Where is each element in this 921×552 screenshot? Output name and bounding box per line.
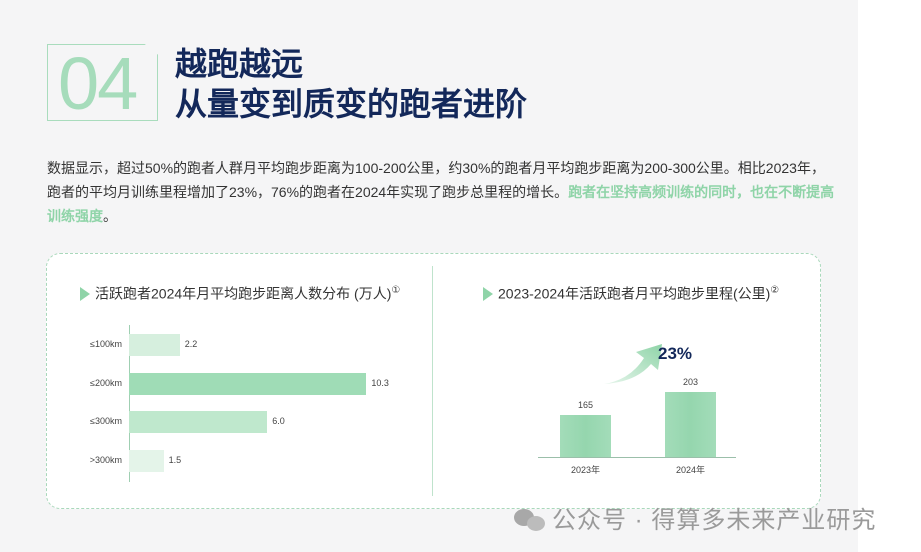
section-number: 04	[58, 42, 138, 125]
chart1-value-label: 6.0	[272, 416, 285, 427]
growth-label: 23%	[658, 344, 693, 363]
watermark-text: 公众号 · 得算多未来产业研究	[552, 507, 877, 534]
section-number-box: 04	[47, 44, 158, 121]
triangle-icon	[80, 286, 90, 301]
body-paragraph: 数据显示，超过50%的跑者人群月平均跑步距离为100-200公里，约30%的跑者…	[47, 156, 837, 228]
chart2-value-label: 165	[577, 400, 594, 410]
growth-arrow-icon	[604, 344, 662, 384]
body-highlight: 跑者在坚持高频训练的同时，也在不断提高训练强度	[47, 184, 835, 224]
chart2-note: ②	[770, 285, 780, 296]
chart2-bar	[560, 415, 611, 457]
chart2-title-text: 2023-2024年活跃跑者月平均跑步里程(公里)	[498, 285, 771, 302]
body-end: 。	[103, 208, 117, 224]
chart2-value-label: 203	[682, 377, 699, 388]
chart1-title-text: 活跃跑者2024年月平均跑步距离人数分布 (万人)	[95, 285, 392, 302]
chart1-axis	[129, 325, 130, 482]
chart2-bar	[665, 392, 716, 457]
chart1-title: 活跃跑者2024年月平均跑步距离人数分布 (万人)①	[80, 282, 400, 303]
chart1-category-label: ≤100km	[90, 339, 122, 349]
chart1-bar	[129, 411, 268, 434]
chart2-title: 2023-2024年活跃跑者月平均跑步里程(公里)②	[483, 282, 779, 303]
chart2-category-label: 2023年	[570, 465, 601, 475]
card-divider	[432, 266, 433, 496]
watermark: 公众号 · 得算多未来产业研究	[514, 500, 876, 535]
section-title-line2: 从量变到质变的跑者进阶	[175, 86, 528, 122]
chart1-bar	[129, 372, 367, 395]
chart1-bar	[129, 450, 164, 473]
chart1-category-label: ≤300km	[90, 416, 122, 427]
chart1-bar	[129, 334, 180, 356]
chart2-baseline	[538, 457, 736, 458]
chart1-value-label: 1.5	[168, 455, 182, 466]
wechat-icon	[514, 507, 546, 531]
body-text: 数据显示，超过50%的跑者人群月平均跑步距离为100-200公里，约30%的跑者…	[47, 160, 825, 200]
chart2-category-label: 2024年	[675, 465, 706, 475]
chart1-value-label: 10.3	[371, 377, 389, 388]
chart1-value-label: 2.2	[184, 339, 198, 349]
triangle-icon	[483, 286, 493, 301]
chart1-category-label: ≤200km	[90, 377, 122, 388]
chart1-note: ①	[391, 285, 401, 296]
section-title-line1: 越跑越远	[175, 46, 304, 82]
chart1-category-label: >300km	[89, 455, 122, 466]
